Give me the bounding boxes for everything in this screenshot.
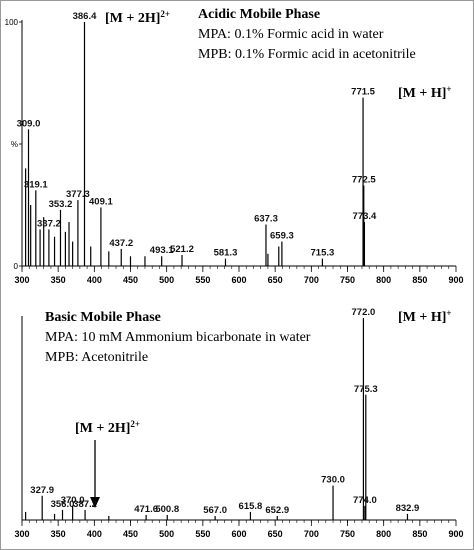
peak-label: 437.2 [109,238,133,249]
peak-label: 327.9 [30,485,54,496]
annotation-text: [M + 2H] [105,11,160,26]
peak-label: 771.5 [351,87,375,98]
x-tick-label: 900 [448,275,463,285]
peak-label: 493.1 [150,245,174,256]
x-tick-label: 450 [123,529,138,539]
x-tick-label: 750 [340,275,355,285]
x-tick-label: 850 [412,529,427,539]
x-tick-label: 400 [87,529,102,539]
x-tick-label: 300 [14,529,29,539]
peak-label: 370.0 [61,495,85,506]
peak-label: 309.0 [17,118,41,129]
x-tick-label: 550 [195,275,210,285]
x-tick-label: 400 [87,275,102,285]
peak-label: 471.6 [134,504,158,515]
x-tick-label: 650 [268,529,283,539]
peak-label: 772.5 [352,174,376,185]
x-tick-label: 350 [51,529,66,539]
peak-label: 337.2 [37,218,61,229]
x-tick-label: 600 [231,275,246,285]
peak-label: 377.3 [66,189,90,200]
x-tick-label: 700 [304,529,319,539]
annotation-charge: + [446,308,451,318]
peak-label: 567.0 [203,505,227,516]
peak-label: 775.3 [354,384,378,395]
y-tick-label: 0 [14,262,19,271]
x-tick-label: 850 [412,275,427,285]
peak-label: 832.9 [396,503,420,514]
x-tick-label: 300 [14,275,29,285]
peak-label: 715.3 [311,248,335,259]
panel-title: Basic Mobile Phase [45,310,161,325]
x-tick-label: 450 [123,275,138,285]
peak-label: 615.8 [239,501,263,512]
x-tick-label: 800 [376,275,391,285]
y-tick-label: % [11,140,18,149]
peak-label: 652.9 [265,505,289,516]
x-tick-label: 650 [268,275,283,285]
peak-label: 659.3 [270,231,294,242]
annotation: [M + 2H]2+ [75,419,140,436]
x-tick-label: 800 [376,529,391,539]
annotation-text: [M + H] [398,310,446,325]
annotation-text: [M + 2H] [75,421,130,436]
panel-note: MPA: 0.1% Formic acid in water [198,27,384,42]
annotation: [M + 2H]2+ [105,9,170,26]
arrow-head [90,497,100,508]
annotation-text: [M + H] [398,86,446,101]
peak-label: 581.3 [214,248,238,259]
x-tick-label: 500 [159,529,174,539]
peak-label: 774.0 [353,495,377,506]
peak-label: 386.4 [73,11,97,22]
annotation-charge: 2+ [130,419,140,429]
peak-label: 730.0 [321,475,345,486]
peak-label: 521.2 [170,244,194,255]
peak-label: 772.0 [352,307,376,318]
x-tick-label: 750 [340,529,355,539]
annotation-charge: 2+ [160,9,170,19]
panel-note: MPA: 10 mM Ammonium bicarbonate in water [45,330,311,345]
annotation-charge: + [446,84,451,94]
peak-label: 356.0 [51,499,75,510]
peak-label: 409.1 [89,196,113,207]
annotation: [M + H]+ [398,308,452,325]
x-tick-label: 500 [159,275,174,285]
peak-label: 353.2 [49,199,73,210]
annotation: [M + H]+ [398,84,452,101]
x-tick-label: 350 [51,275,66,285]
peak-label: 637.3 [254,214,278,225]
panel-title: Acidic Mobile Phase [198,7,320,22]
x-tick-label: 550 [195,529,210,539]
peak-label: 387.2 [73,499,97,510]
peak-label: 500.8 [155,504,179,515]
peak-label: 773.4 [353,211,377,222]
x-tick-label: 700 [304,275,319,285]
x-tick-label: 900 [448,529,463,539]
panel-note: MPB: Acetonitrile [45,350,148,365]
panel-note: MPB: 0.1% Formic acid in acetonitrile [198,47,416,62]
peak-label: 319.1 [24,179,48,190]
y-tick-label: 100 [5,18,19,27]
x-tick-label: 600 [231,529,246,539]
